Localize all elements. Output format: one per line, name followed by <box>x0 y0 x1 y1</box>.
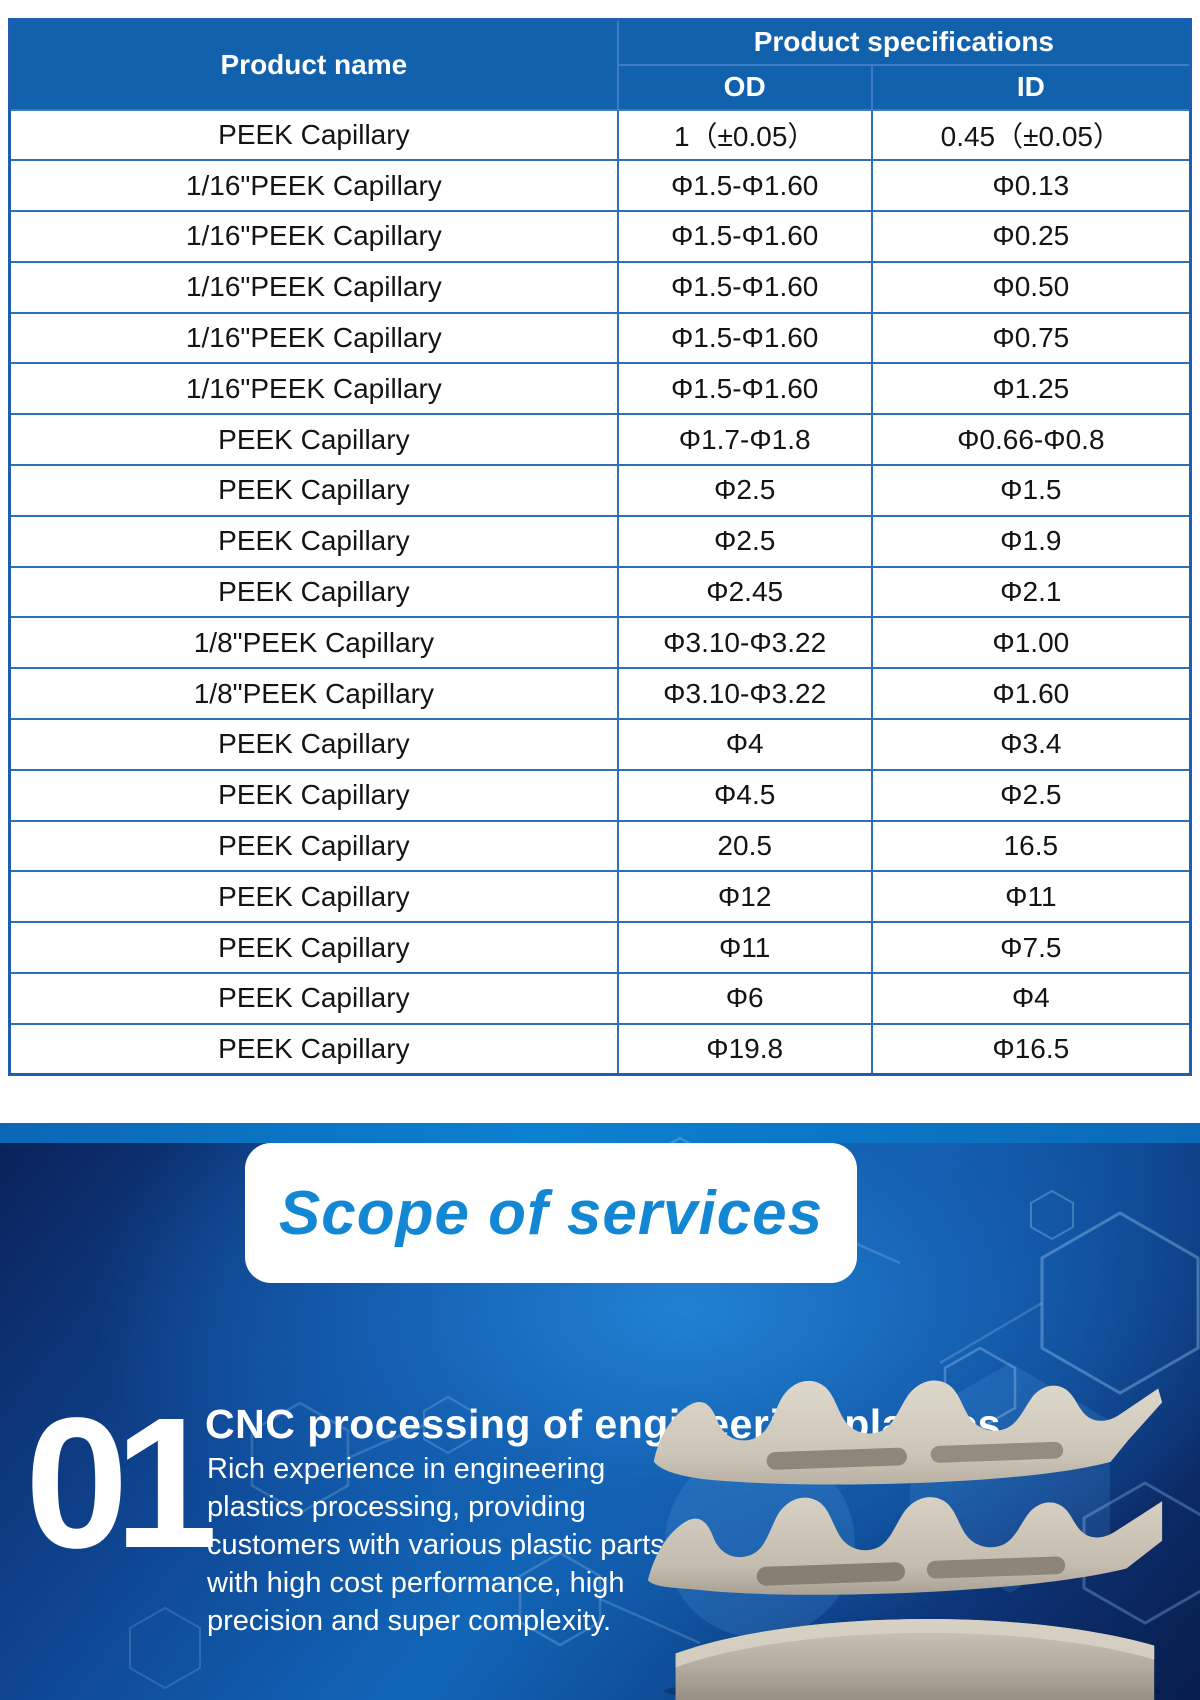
table-cell: 16.5 <box>870 819 1192 873</box>
table-cell: Φ2.1 <box>870 565 1192 619</box>
col-header-od: OD <box>616 64 873 111</box>
table-cell: Φ0.13 <box>870 159 1192 213</box>
table-cell: Φ11 <box>616 921 873 975</box>
scope-of-services-section: Scope of services 01 CNC processing of e… <box>0 1123 1200 1700</box>
table-cell: PEEK Capillary <box>8 108 619 162</box>
table-row: PEEK Capillary 20.5 16.5 <box>8 819 1192 873</box>
table-cell: 1/16"PEEK Capillary <box>8 311 619 365</box>
table-cell: 20.5 <box>616 819 873 873</box>
section-top-band <box>0 1123 1200 1143</box>
table-cell: Φ1.25 <box>870 362 1192 416</box>
table-row: 1/16"PEEK Capillary Φ1.5-Φ1.60 Φ0.50 <box>8 260 1192 314</box>
table-row: PEEK Capillary Φ12 Φ11 <box>8 870 1192 924</box>
table-row: 1/8"PEEK Capillary Φ3.10-Φ3.22 Φ1.60 <box>8 667 1192 721</box>
table-cell: Φ19.8 <box>616 1022 873 1076</box>
table-cell: Φ0.75 <box>870 311 1192 365</box>
table-cell: Φ3.10-Φ3.22 <box>616 616 873 670</box>
table-row: PEEK Capillary Φ11 Φ7.5 <box>8 921 1192 975</box>
col-header-product-name: Product name <box>8 18 619 111</box>
table-cell: Φ7.5 <box>870 921 1192 975</box>
table-row: PEEK Capillary Φ2.5 Φ1.9 <box>8 514 1192 568</box>
table-cell: 1/16"PEEK Capillary <box>8 210 619 263</box>
table-cell: Φ1.60 <box>870 667 1192 721</box>
table-cell: Φ16.5 <box>870 1022 1192 1076</box>
table-cell: Φ4.5 <box>616 768 873 822</box>
table-cell: PEEK Capillary <box>8 768 619 822</box>
col-header-id: ID <box>870 64 1192 111</box>
table-cell: 0.45（±0.05） <box>870 108 1192 162</box>
table-cell: Φ3.4 <box>870 718 1192 771</box>
table-cell: Φ4 <box>616 718 873 771</box>
table-row: 1/16"PEEK Capillary Φ1.5-Φ1.60 Φ1.25 <box>8 362 1192 416</box>
table-cell: PEEK Capillary <box>8 464 619 517</box>
table-cell: Φ6 <box>616 972 873 1025</box>
table-cell: PEEK Capillary <box>8 921 619 975</box>
table-row: PEEK Capillary Φ4 Φ3.4 <box>8 718 1192 771</box>
table-cell: Φ2.5 <box>870 768 1192 822</box>
service-description: Rich experience in engineering plastics … <box>207 1453 665 1637</box>
table-cell: PEEK Capillary <box>8 870 619 924</box>
table-cell: Φ2.45 <box>616 565 873 619</box>
table-cell: 1/16"PEEK Capillary <box>8 260 619 314</box>
table-cell: Φ12 <box>616 870 873 924</box>
table-cell: Φ1.5-Φ1.60 <box>616 260 873 314</box>
table-cell: Φ1.5-Φ1.60 <box>616 210 873 263</box>
table-row: PEEK Capillary Φ4.5 Φ2.5 <box>8 768 1192 822</box>
table-row: 1/16"PEEK Capillary Φ1.5-Φ1.60 Φ0.75 <box>8 311 1192 365</box>
table-cell: PEEK Capillary <box>8 565 619 619</box>
table-cell: 1/16"PEEK Capillary <box>8 159 619 213</box>
table-row: PEEK Capillary Φ19.8 Φ16.5 <box>8 1022 1192 1076</box>
table-cell: 1/16"PEEK Capillary <box>8 362 619 416</box>
table-header-row-2: OD ID <box>10 64 1192 111</box>
table-cell: Φ0.66-Φ0.8 <box>870 413 1192 467</box>
table-cell: Φ1.9 <box>870 514 1192 568</box>
table-cell: Φ1.5-Φ1.60 <box>616 311 873 365</box>
table-cell: Φ1.7-Φ1.8 <box>616 413 873 467</box>
table-row: PEEK Capillary Φ1.7-Φ1.8 Φ0.66-Φ0.8 <box>8 413 1192 467</box>
table-row: 1/16"PEEK Capillary Φ1.5-Φ1.60 Φ0.13 <box>8 159 1192 213</box>
table-row: PEEK Capillary Φ6 Φ4 <box>8 972 1192 1025</box>
table-cell: PEEK Capillary <box>8 1022 619 1076</box>
col-header-specifications: Product specifications <box>616 18 1192 66</box>
table-cell: 1（±0.05） <box>616 108 873 162</box>
table-cell: PEEK Capillary <box>8 819 619 873</box>
table-cell: Φ2.5 <box>616 514 873 568</box>
table-row: PEEK Capillary Φ2.45 Φ2.1 <box>8 565 1192 619</box>
section-title: Scope of services <box>278 1178 824 1248</box>
machined-part-image <box>647 1380 1163 1700</box>
table-cell: 1/8"PEEK Capillary <box>8 616 619 670</box>
table-row: 1/16"PEEK Capillary Φ1.5-Φ1.60 Φ0.25 <box>8 210 1192 263</box>
table-row: 1/8"PEEK Capillary Φ3.10-Φ3.22 Φ1.00 <box>8 616 1192 670</box>
table-cell: Φ11 <box>870 870 1192 924</box>
table-cell: Φ1.00 <box>870 616 1192 670</box>
product-spec-table: Product name Product specifications OD I… <box>8 18 1192 1077</box>
table-cell: Φ0.50 <box>870 260 1192 314</box>
table-cell: PEEK Capillary <box>8 718 619 771</box>
table-cell: Φ2.5 <box>616 464 873 517</box>
table-row: PEEK Capillary Φ2.5 Φ1.5 <box>8 464 1192 517</box>
service-number: 01 <box>25 1380 218 1587</box>
section-title-box: Scope of services <box>245 1143 857 1283</box>
table-cell: Φ1.5-Φ1.60 <box>616 159 873 213</box>
table-cell: PEEK Capillary <box>8 972 619 1025</box>
table-cell: Φ3.10-Φ3.22 <box>616 667 873 721</box>
table-cell: Φ4 <box>870 972 1192 1025</box>
table-cell: Φ0.25 <box>870 210 1192 263</box>
table-cell: 1/8"PEEK Capillary <box>8 667 619 721</box>
table-cell: PEEK Capillary <box>8 413 619 467</box>
table-cell: PEEK Capillary <box>8 514 619 568</box>
table-row: PEEK Capillary 1（±0.05） 0.45（±0.05） <box>8 108 1192 162</box>
table-cell: Φ1.5-Φ1.60 <box>616 362 873 416</box>
table-cell: Φ1.5 <box>870 464 1192 517</box>
table-header-row-1: Product name Product specifications <box>8 18 1192 111</box>
